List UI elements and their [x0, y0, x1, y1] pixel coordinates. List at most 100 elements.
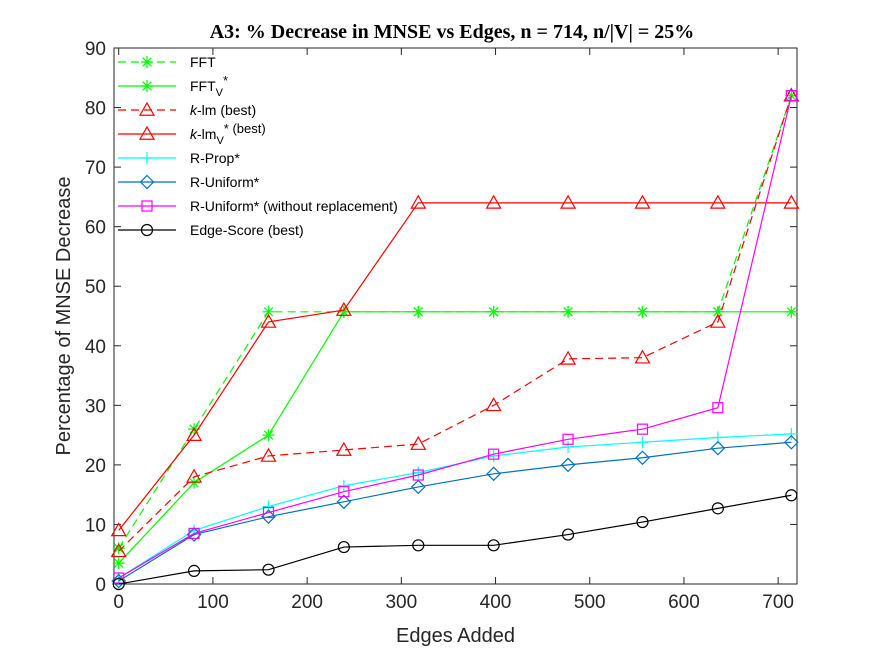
y-tick-label: 70 — [85, 158, 106, 179]
legend-marker — [138, 101, 156, 116]
data-point — [113, 572, 125, 584]
data-point — [636, 515, 649, 529]
data-point — [710, 440, 726, 456]
data-point — [486, 466, 502, 482]
x-tick-label: 200 — [291, 592, 323, 613]
data-point — [636, 305, 649, 318]
legend-marker — [141, 56, 153, 68]
axis-ticks: 0 100 200 300 400 500 600 700 0 10 20 30 40 50 60 70 80 9… — [85, 39, 797, 613]
data-point — [262, 305, 275, 318]
data-point — [112, 577, 125, 591]
data-point — [337, 540, 350, 554]
data-point — [337, 305, 350, 318]
legend-entry: FFT — [118, 54, 216, 70]
data-point — [561, 528, 575, 541]
series-6 — [113, 90, 797, 584]
series-1 — [112, 305, 798, 570]
data-point — [709, 194, 726, 209]
legend-label: FFT — [190, 54, 216, 70]
data-point — [560, 457, 576, 473]
data-point — [188, 476, 201, 489]
legend: FFT FFTV* k-lm (best) k-lmV* (best) R-Prop* R… — [118, 54, 398, 238]
data-point — [410, 194, 427, 209]
data-point — [335, 301, 352, 316]
legend-entry: k-lm (best) — [118, 101, 256, 118]
data-point — [261, 509, 276, 525]
data-point — [785, 427, 798, 440]
data-point — [412, 466, 425, 479]
y-tick-label: 10 — [85, 515, 106, 536]
y-tick-label: 0 — [95, 575, 106, 596]
chart-title: A3: % Decrease in MNSE vs Edges, n = 714… — [210, 21, 695, 43]
data-point — [785, 90, 797, 102]
data-point — [260, 447, 277, 462]
legend-entry: k-lmV* (best) — [118, 121, 266, 147]
series-line — [118, 202, 792, 531]
data-point — [110, 522, 127, 537]
data-point — [711, 502, 724, 515]
x-axis-label: Edges Added — [396, 625, 515, 647]
data-point — [188, 527, 200, 539]
x-tick-label: 0 — [113, 592, 124, 613]
legend-entry: R-Prop* — [118, 150, 240, 166]
legend-marker — [138, 125, 156, 140]
legend-label: R-Uniform* (without replacement) — [190, 198, 398, 214]
data-point — [110, 543, 127, 558]
x-tick-label: 500 — [574, 592, 606, 613]
data-point — [187, 564, 201, 577]
legend-entry: Edge-Score (best) — [118, 222, 304, 238]
series-3 — [110, 194, 800, 537]
y-tick-label: 80 — [85, 99, 106, 120]
data-point — [337, 479, 350, 492]
data-point — [112, 542, 125, 555]
x-tick-label: 700 — [762, 592, 794, 613]
data-point — [783, 194, 800, 209]
data-point — [783, 434, 799, 450]
data-point — [412, 305, 425, 318]
legend-marker — [141, 200, 153, 212]
legend-entry: FFTV* — [118, 73, 228, 99]
data-point — [636, 423, 649, 435]
y-tick-label: 60 — [85, 218, 106, 239]
data-point — [487, 449, 500, 462]
data-point — [260, 313, 277, 328]
data-point — [562, 441, 575, 454]
data-point — [335, 441, 352, 456]
data-point — [560, 350, 577, 365]
data-point — [785, 305, 798, 318]
data-point — [410, 479, 426, 495]
series-line — [118, 494, 792, 585]
data-point — [487, 305, 500, 318]
data-point — [112, 557, 125, 570]
legend-entry: R-Uniform* (without replacement) — [118, 198, 398, 214]
series-line — [118, 95, 792, 552]
data-point — [485, 397, 502, 412]
legend-label: k-lm (best) — [190, 102, 256, 118]
data-point — [560, 194, 577, 209]
plot-area — [113, 47, 798, 585]
legend-label: FFTV* — [190, 73, 228, 99]
series-5 — [111, 434, 799, 589]
series-line — [118, 311, 792, 564]
y-axis-label: Percentage of MNSE Decrease — [53, 176, 75, 455]
data-point — [262, 429, 275, 442]
data-point — [186, 426, 203, 441]
data-point — [562, 433, 574, 445]
data-point — [634, 349, 651, 364]
data-point — [338, 486, 350, 498]
data-point — [785, 489, 798, 502]
series-line — [118, 95, 792, 579]
data-point — [336, 494, 352, 510]
data-point — [636, 436, 649, 449]
x-tick-label: 600 — [668, 592, 700, 613]
y-tick-label: 40 — [85, 337, 106, 358]
data-point — [709, 313, 726, 328]
series-line — [118, 441, 792, 582]
data-point — [635, 450, 650, 466]
data-point — [634, 194, 651, 209]
data-point — [262, 563, 275, 576]
data-point — [186, 468, 203, 483]
y-tick-label: 90 — [85, 39, 106, 60]
